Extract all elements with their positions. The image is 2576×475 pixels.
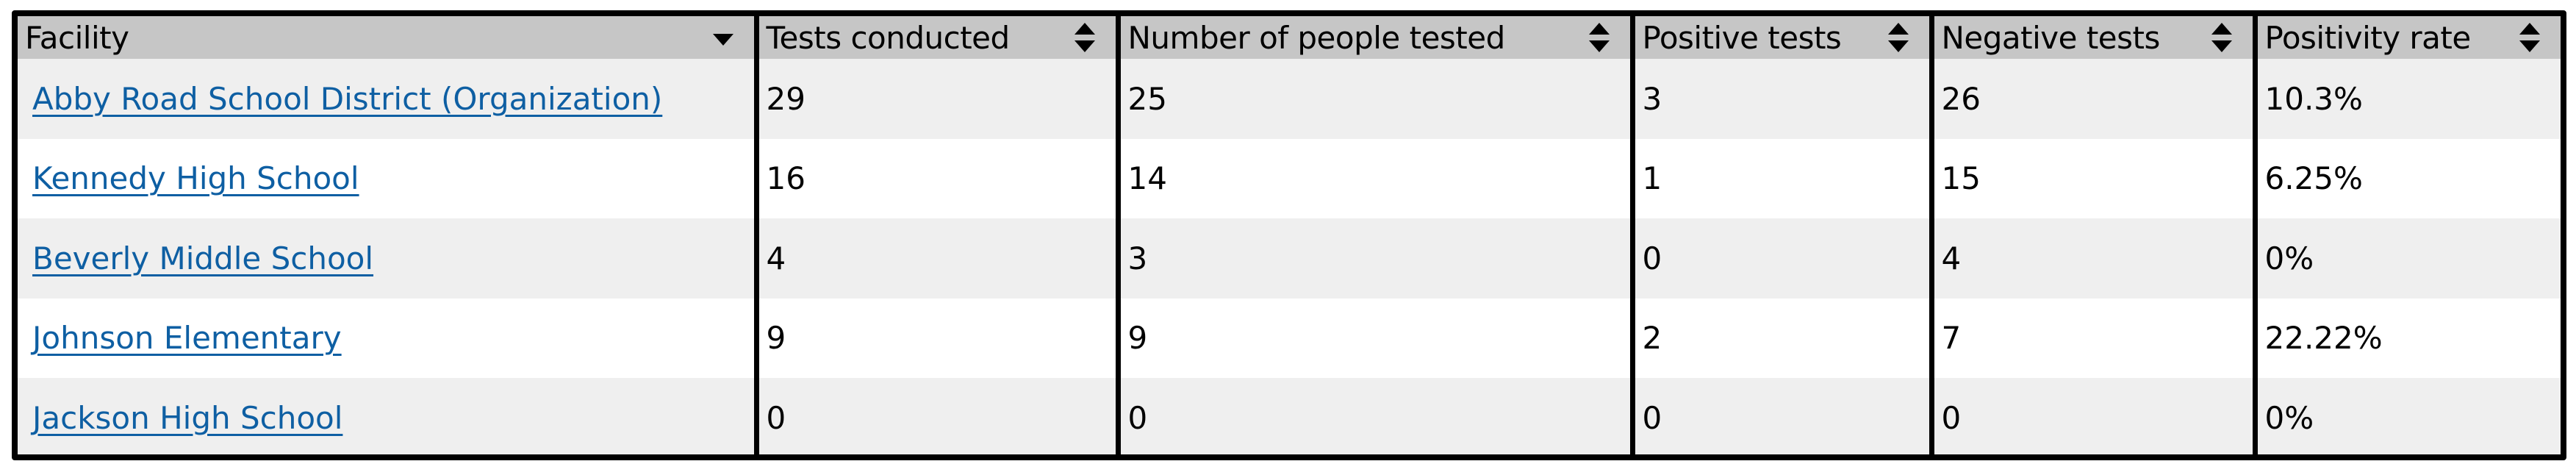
header-row: Facility Tests conducted [18, 16, 2561, 59]
facility-link[interactable]: Jackson High School [32, 399, 343, 436]
column-header-facility[interactable]: Facility [18, 16, 756, 59]
people-tested-cell: 25 [1115, 59, 1632, 139]
negative-tests-cell: 15 [1929, 138, 2255, 218]
column-header-negative-tests[interactable]: Negative tests [1929, 16, 2255, 59]
column-header-label: Tests conducted [766, 19, 1011, 56]
tests-conducted-cell: 9 [753, 298, 1118, 378]
column-header-positive-tests[interactable]: Positive tests [1629, 16, 1931, 59]
sort-icon[interactable] [1887, 21, 1910, 54]
positive-tests-cell: 2 [1629, 298, 1931, 378]
tests-conducted-cell: 29 [753, 59, 1118, 139]
facility-link[interactable]: Abby Road School District (Organization) [32, 80, 663, 117]
people-tested-cell: 9 [1115, 298, 1632, 378]
facility-link[interactable]: Beverly Middle School [32, 240, 374, 276]
facility-link[interactable]: Johnson Elementary [32, 320, 342, 357]
table-row: Beverly Middle School 4 3 0 4 0% [18, 218, 2561, 299]
facility-cell: Kennedy High School [18, 138, 756, 218]
column-header-people-tested[interactable]: Number of people tested [1115, 16, 1632, 59]
positivity-rate-cell: 0% [2252, 378, 2561, 454]
caret-down-icon[interactable] [711, 21, 735, 54]
facility-cell: Johnson Elementary [18, 298, 756, 378]
negative-tests-cell: 0 [1929, 378, 2255, 454]
facility-cell: Jackson High School [18, 378, 756, 454]
tests-conducted-cell: 4 [753, 218, 1118, 299]
people-tested-cell: 0 [1115, 378, 1632, 454]
sort-icon[interactable] [1073, 21, 1097, 54]
table-row: Jackson High School 0 0 0 0 0% [18, 378, 2561, 454]
facility-cell: Abby Road School District (Organization) [18, 59, 756, 139]
column-header-label: Number of people tested [1127, 19, 1506, 56]
positive-tests-cell: 3 [1629, 59, 1931, 139]
table-row: Abby Road School District (Organization)… [18, 59, 2561, 139]
positivity-rate-cell: 22.22% [2252, 298, 2561, 378]
positive-tests-cell: 1 [1629, 138, 1931, 218]
positive-tests-cell: 0 [1629, 218, 1931, 299]
facility-results-table: Facility Tests conducted [12, 10, 2566, 460]
people-tested-cell: 3 [1115, 218, 1632, 299]
positivity-rate-cell: 6.25% [2252, 138, 2561, 218]
column-header-label: Negative tests [1941, 19, 2161, 56]
negative-tests-cell: 4 [1929, 218, 2255, 299]
negative-tests-cell: 7 [1929, 298, 2255, 378]
tests-conducted-cell: 0 [753, 378, 1118, 454]
table-row: Kennedy High School 16 14 1 15 6.25% [18, 138, 2561, 218]
facility-link[interactable]: Kennedy High School [32, 160, 359, 197]
facility-cell: Beverly Middle School [18, 218, 756, 299]
column-header-label: Facility [25, 19, 129, 56]
column-header-tests-conducted[interactable]: Tests conducted [753, 16, 1118, 59]
sort-icon[interactable] [2518, 21, 2541, 54]
people-tested-cell: 14 [1115, 138, 1632, 218]
results-table: Facility Tests conducted [18, 16, 2561, 454]
sort-icon[interactable] [2210, 21, 2234, 54]
tests-conducted-cell: 16 [753, 138, 1118, 218]
column-header-label: Positivity rate [2264, 19, 2472, 56]
negative-tests-cell: 26 [1929, 59, 2255, 139]
sort-icon[interactable] [1587, 21, 1611, 54]
table-row: Johnson Elementary 9 9 2 7 22.22% [18, 298, 2561, 378]
positivity-rate-cell: 10.3% [2252, 59, 2561, 139]
positivity-rate-cell: 0% [2252, 218, 2561, 299]
column-header-positivity-rate[interactable]: Positivity rate [2252, 16, 2561, 59]
positive-tests-cell: 0 [1629, 378, 1931, 454]
column-header-label: Positive tests [1642, 19, 1842, 56]
